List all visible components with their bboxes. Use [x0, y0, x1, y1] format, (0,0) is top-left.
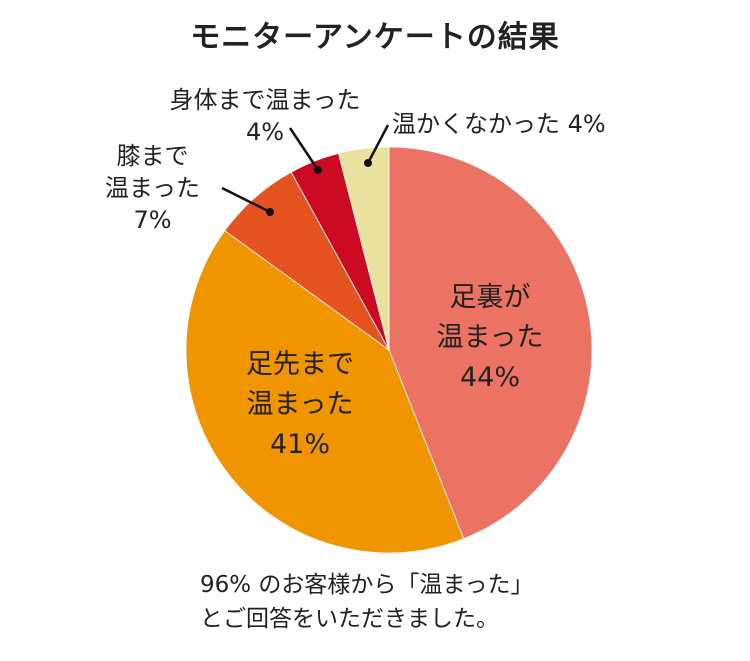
slice-label-line: 温まった	[436, 322, 544, 353]
pie-slice-0	[388, 146, 593, 540]
slice-label-text: 身体まで温まった	[169, 86, 361, 114]
slice-value-label: 7%	[133, 206, 172, 234]
slice-label-3: 身体まで温まった 4%	[150, 84, 380, 148]
pie-slice-4	[338, 146, 390, 351]
slice-label-4: 温かくなかった 4%	[392, 108, 652, 140]
leader-dot	[314, 166, 322, 174]
slice-label-2: 膝まで温まった 7%	[95, 140, 210, 236]
slice-value-label: 41%	[269, 429, 330, 460]
slice-label-text: 温かくなかった	[392, 110, 560, 138]
pie-slice-1	[185, 230, 465, 554]
leader-line	[288, 127, 320, 171]
slice-label-line: 足裏が	[449, 282, 531, 313]
slice-label-text: 膝まで 温まった	[95, 140, 210, 204]
footnote-line-2: とご回答をいただきました。	[200, 606, 499, 632]
slice-label-text: 足先まで 温まった	[225, 345, 375, 425]
slice-label-line: 膝まで	[116, 142, 189, 170]
footnote-line-1: 96% のお客様から「温まった」	[200, 572, 534, 598]
leader-line	[366, 124, 390, 164]
slice-value-label: 4%	[245, 118, 285, 146]
slice-value-label: 44%	[459, 362, 520, 393]
chart-title: モニターアンケートの結果	[190, 20, 560, 55]
leader-dot	[364, 159, 372, 167]
leader-dot	[266, 208, 274, 216]
footnote: 96% のお客様から「温まった」 とご回答をいただきました。	[200, 568, 534, 636]
slice-label-0: 足裏が温まった 44%	[420, 278, 560, 398]
slice-label-text: 足裏が 温まった	[420, 278, 560, 358]
slice-value-label: 4%	[567, 110, 606, 138]
leader-line	[221, 186, 271, 214]
slice-label-line: 温まった	[104, 174, 201, 202]
slice-label-line: 温まった	[246, 389, 354, 420]
slice-label-1: 足先まで温まった 41%	[225, 345, 375, 465]
slice-label-line: 足先まで	[246, 349, 354, 380]
